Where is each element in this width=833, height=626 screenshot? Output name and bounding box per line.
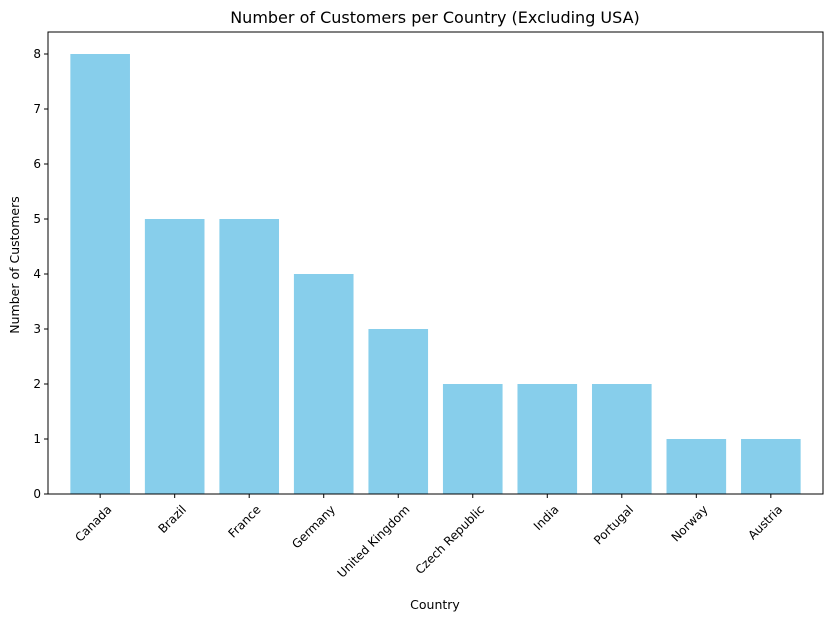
plot-frame (47, 31, 824, 495)
y-tick-label: 3 (33, 322, 41, 336)
chart-title: Number of Customers per Country (Excludi… (230, 8, 640, 27)
bar-france (219, 219, 280, 494)
bar-india (517, 384, 578, 494)
bar-canada (70, 54, 130, 494)
y-tick-label: 1 (33, 432, 41, 446)
x-tick-label: Norway (669, 502, 711, 544)
y-axis-label: Number of Customers (7, 196, 22, 333)
bar-united-kingdom (368, 329, 429, 494)
y-tick-label: 0 (33, 487, 41, 501)
x-tick-label: Canada (72, 502, 114, 544)
x-tick-label: Brazil (155, 502, 189, 536)
y-tick-label: 8 (33, 47, 41, 61)
axes-layer (47, 31, 824, 495)
x-tick-label: United Kingdom (335, 502, 413, 580)
bar-portugal (591, 384, 652, 494)
x-tick-label: Czech Republic (413, 502, 488, 577)
bar-norway (666, 439, 727, 494)
bars-layer (70, 54, 801, 494)
bar-brazil (144, 219, 205, 494)
x-tick-label: Austria (745, 502, 785, 542)
x-tick-label: Germany (289, 502, 338, 551)
bar-germany (293, 274, 354, 494)
bar-austria (741, 439, 801, 494)
x-axis-label: Country (410, 597, 460, 612)
y-tick-label: 5 (33, 212, 41, 226)
y-tick-label: 7 (33, 102, 41, 116)
bar-czech-republic (442, 384, 503, 494)
y-tick-label: 4 (33, 267, 41, 281)
y-tick-label: 6 (33, 157, 41, 171)
x-tick-label: France (225, 502, 263, 540)
x-tick-label: Portugal (591, 502, 636, 547)
x-tick-label: India (531, 502, 562, 533)
y-tick-label: 2 (33, 377, 41, 391)
